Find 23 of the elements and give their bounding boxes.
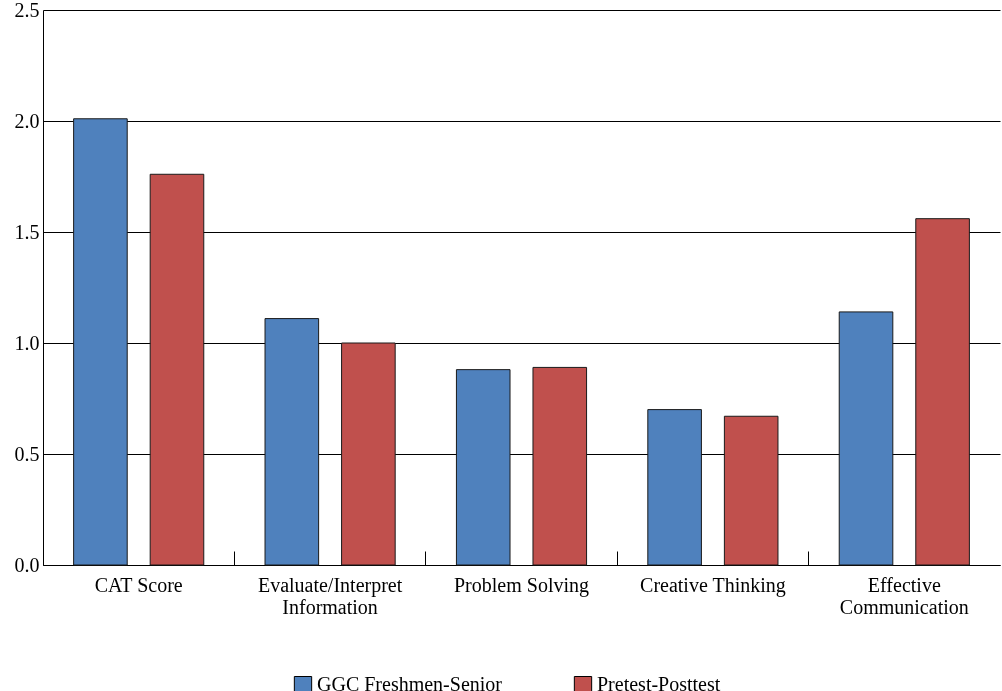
x-tick-label: Effective Communication bbox=[839, 573, 969, 618]
bar bbox=[723, 415, 779, 566]
bar bbox=[838, 311, 894, 566]
x-tick-label: CAT Score bbox=[94, 573, 183, 596]
y-tick-label: 2.5 bbox=[14, 0, 40, 21]
legend-label: Pretest-Posttest bbox=[597, 673, 721, 691]
y-tick-label: 1.5 bbox=[14, 220, 40, 243]
y-tick-label: 2.0 bbox=[14, 109, 40, 132]
bar bbox=[264, 318, 320, 566]
bar bbox=[149, 173, 205, 566]
bar bbox=[915, 218, 970, 566]
y-tick-label: 0.5 bbox=[14, 442, 40, 465]
x-tick-label: Creative Thinking bbox=[640, 573, 786, 597]
x-tick-label: Evaluate/Interpret Information bbox=[257, 573, 403, 618]
y-tick-label: 0.0 bbox=[14, 553, 40, 576]
bar bbox=[532, 366, 588, 566]
bar bbox=[455, 369, 511, 566]
bar bbox=[647, 409, 702, 566]
legend-label: GGC Freshmen-Senior bbox=[317, 673, 503, 691]
x-tick-label: Problem Solving bbox=[453, 573, 590, 597]
y-tick-label: 1.0 bbox=[14, 331, 40, 354]
bar bbox=[73, 118, 128, 566]
bar bbox=[341, 342, 396, 566]
